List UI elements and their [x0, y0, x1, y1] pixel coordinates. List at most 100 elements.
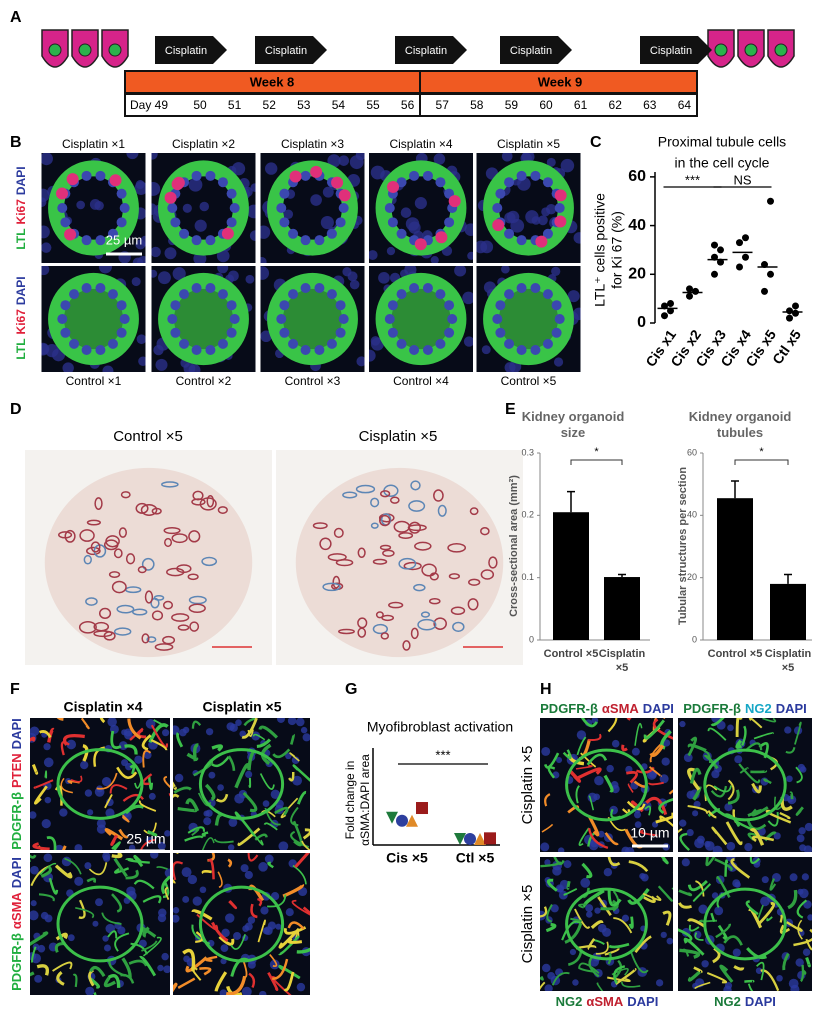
fiber	[259, 773, 275, 790]
nucleus	[181, 867, 192, 878]
fiber	[687, 736, 698, 757]
x-tick-label: Cisplatin ×5	[598, 648, 646, 674]
fiber	[213, 838, 234, 844]
nucleus	[102, 365, 114, 372]
fiber	[302, 906, 310, 917]
y-tick-label: 0.2	[521, 510, 534, 520]
nucleus	[157, 964, 164, 972]
fiber	[296, 790, 307, 805]
nucleus	[205, 170, 216, 181]
nucleus	[241, 986, 252, 995]
nucleus	[192, 896, 202, 906]
micrograph-content	[173, 853, 310, 995]
cells	[78, 43, 92, 57]
nucleus	[217, 289, 228, 300]
nucleus	[247, 916, 256, 924]
y-axis-label: for Ki 67 (%)	[609, 211, 625, 289]
nucleus	[454, 266, 467, 277]
data-point	[406, 814, 418, 827]
fiber	[280, 797, 299, 819]
nucleus	[87, 809, 94, 816]
data-point	[736, 263, 743, 271]
panel-label: D	[10, 401, 22, 418]
nucleus	[119, 314, 130, 324]
bar	[604, 577, 640, 640]
nucleus	[802, 948, 811, 956]
fiber	[228, 900, 238, 910]
nucleus	[640, 873, 649, 882]
fiber	[662, 910, 672, 926]
micrograph-content	[540, 857, 673, 991]
fiber	[177, 977, 196, 989]
nucleus	[161, 952, 169, 961]
nucleus	[229, 314, 240, 324]
fiber	[626, 718, 632, 721]
nucleus	[199, 886, 207, 894]
nucleus	[504, 228, 515, 239]
nucleus	[95, 898, 103, 907]
nucleus	[30, 910, 39, 921]
data-point	[736, 239, 743, 247]
nucleus	[711, 892, 719, 899]
fiber	[627, 783, 634, 793]
nucleus	[62, 362, 74, 372]
fiber	[658, 798, 673, 814]
fiber	[799, 964, 805, 983]
panel-label: A	[10, 9, 22, 26]
fiber	[185, 956, 208, 973]
x-tick-label: Control ×5	[543, 648, 599, 660]
fiber	[769, 878, 777, 891]
fiber	[44, 770, 48, 779]
fiber	[613, 965, 626, 984]
fiber	[583, 889, 605, 908]
nucleus	[150, 853, 159, 859]
nucleus	[530, 282, 541, 293]
tubule	[56, 748, 144, 820]
fiber	[725, 821, 743, 846]
y-tick-label: 20	[687, 572, 697, 582]
stain-label: NG2 DAPI	[714, 994, 776, 1009]
bar	[553, 512, 589, 640]
micrograph	[369, 266, 473, 372]
fiber	[687, 743, 707, 753]
nucleus	[661, 757, 670, 766]
dose-arrow	[255, 36, 327, 64]
fiber	[104, 794, 113, 809]
fiber	[267, 861, 274, 869]
nucleus	[30, 811, 37, 819]
micrograph-content	[260, 153, 365, 263]
fiber	[626, 800, 646, 811]
day-label: 63	[643, 98, 657, 112]
nucleus	[795, 958, 804, 967]
tissue	[191, 498, 206, 506]
nucleus	[444, 327, 455, 338]
tubule	[565, 887, 648, 961]
column-title: Control ×5	[501, 374, 557, 388]
fiber	[607, 718, 618, 733]
significance-label: ***	[435, 747, 450, 762]
tubule	[198, 885, 285, 963]
fiber	[707, 808, 720, 818]
nucleus	[260, 330, 272, 343]
dose-arrow	[395, 36, 467, 64]
chart-title: Proximal tubule cells	[658, 134, 786, 150]
nucleus	[85, 986, 95, 995]
fiber	[671, 872, 673, 890]
nucleus	[262, 800, 270, 807]
nucleus	[191, 235, 202, 246]
fiber	[88, 862, 108, 876]
micrograph	[30, 718, 170, 850]
tissue	[372, 558, 388, 565]
nucleus	[105, 808, 115, 818]
nucleus	[41, 343, 49, 355]
tissue	[111, 580, 127, 594]
nucleus	[217, 177, 228, 188]
stain-label: LTL Ki67 DAPI	[14, 276, 28, 359]
fiber	[278, 927, 301, 949]
nucleus	[157, 913, 167, 923]
nucleus	[300, 282, 311, 293]
tissue	[64, 529, 76, 543]
micrograph	[476, 266, 581, 372]
nucleus	[495, 300, 506, 311]
fiber	[576, 736, 587, 756]
